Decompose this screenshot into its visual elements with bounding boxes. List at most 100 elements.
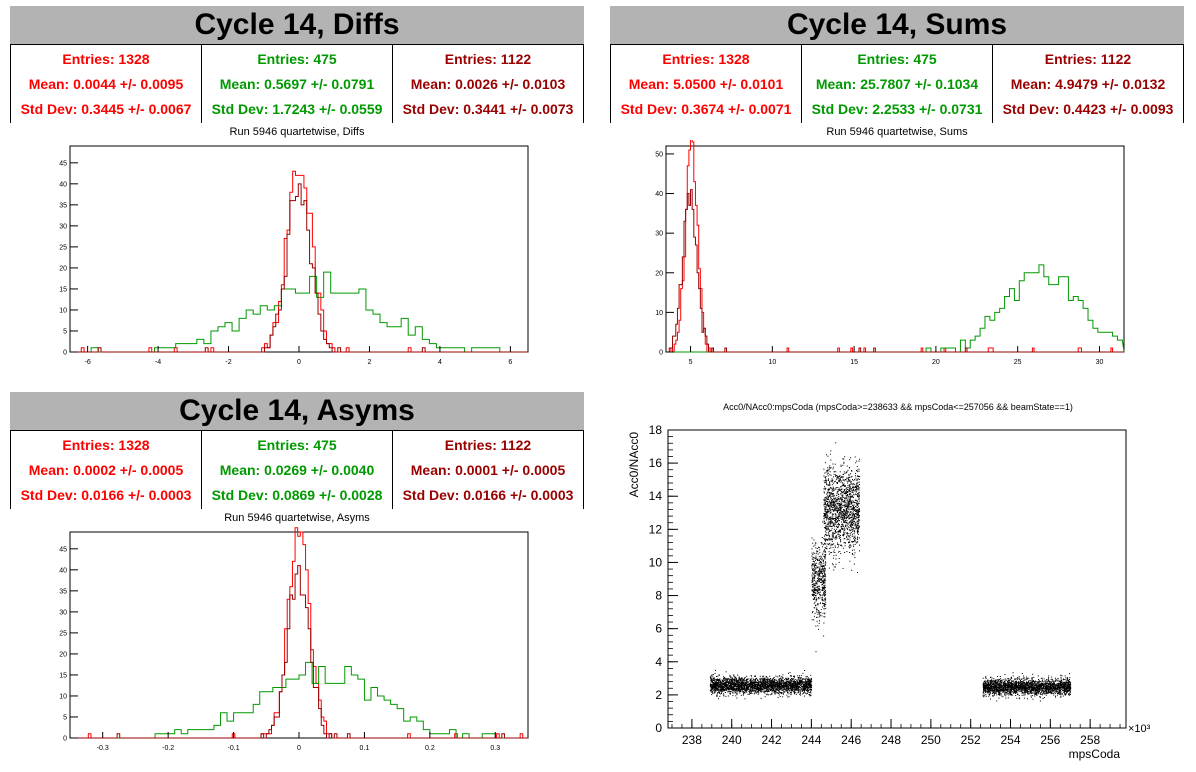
scatter-point [832,479,834,481]
scatter-point [842,485,844,487]
scatter-point [796,689,798,691]
scatter-point [842,477,844,479]
scatter-point [827,519,829,521]
scatter-point [856,466,858,468]
scatter-point [824,462,826,464]
scatter-point [824,508,826,510]
scatter-point [809,686,811,688]
scatter-point [854,456,856,458]
scatter-point [823,592,824,594]
scatter-point [813,539,815,541]
scatter-point [828,492,830,494]
scatter-point [857,524,859,526]
scatter-point [812,595,814,596]
scatter-point [742,683,744,684]
scatter-point [769,684,771,685]
scatter-point [770,680,772,682]
scatter-point [824,575,826,577]
scatter-point [1033,681,1035,682]
scatter-point [849,467,850,469]
scatter-point [811,558,813,560]
scatter-point [839,529,841,531]
scatter-point [728,690,730,692]
scatter-point [767,688,769,690]
scatter-point [833,524,835,526]
scatter-point [773,684,775,686]
scatter-point [821,565,823,567]
scatter-point [813,569,815,571]
scatter-point [1018,695,1020,696]
scatter-point [855,525,857,527]
scatter-point [745,687,747,689]
scatter-point [723,681,724,682]
scatter-point [838,551,839,553]
scatter-point [805,681,807,683]
scatter-point [820,578,822,580]
scatter-point [751,684,753,686]
scatter-point [816,583,818,585]
scatter-point [742,686,744,688]
sums-stats-red: Entries: 1328 Mean: 5.0500 +/- 0.0101 St… [610,45,801,123]
scatter-point [779,675,781,677]
scatter-point [810,691,812,693]
scatter-point [728,686,730,688]
scatter-point [822,554,824,556]
scatter-point [829,507,831,509]
scatter-point [734,687,736,689]
scatter-point [856,510,857,512]
scatter-point [719,690,721,692]
scatter-point [845,517,847,519]
scatter-point [767,685,769,687]
scatter-point [815,587,817,589]
scatter-point [1067,681,1068,683]
scatter-point [820,609,822,611]
scatter-point [854,510,855,512]
scatter-point [1006,692,1008,694]
scatter-point [821,587,823,589]
scatter-point [829,495,831,497]
scatter-point [842,516,844,518]
scatter-point [730,688,732,690]
scatter-point [810,690,812,692]
scatter-point [717,680,719,682]
scatter-point [753,682,755,684]
scatter-point [790,682,792,684]
scatter-point [854,521,856,522]
scatter-point [729,679,731,681]
scatter-point [810,685,812,687]
scatter-point [831,521,833,523]
scatter-point [785,688,787,690]
scatter-point [716,689,718,691]
scatter-point [832,535,834,537]
scatter-point [836,520,838,522]
scatter-point [838,509,840,511]
scatter-point [823,581,825,583]
scatter-point [751,677,753,679]
scatter-point [830,511,832,513]
scatter-point [849,487,851,488]
scatter-point [710,680,712,682]
scatter-point [757,679,758,681]
scatter-point [726,681,728,683]
stat-std: Std Dev: 2.2533 +/- 0.0731 [811,100,983,117]
scatter-point [712,682,714,684]
scatter-point [812,585,814,587]
scatter-point [816,609,818,611]
scatter-point [853,501,855,503]
diffs-subtitle: Run 5946 quartetwise, Diffs [229,126,365,138]
scatter-point [815,557,817,558]
scatter-point [783,680,784,682]
scatter-point [858,512,859,514]
scatter-point [839,499,841,500]
scatter-point [709,683,711,685]
scatter-point [838,530,840,532]
scatter-point [750,686,752,688]
scatter-point [835,532,837,534]
scatter-point [858,470,860,472]
scatter-point [836,497,838,499]
scatter-point [711,689,713,690]
scatter-point [754,681,756,683]
scatter-point [1033,683,1035,685]
scatter-point [811,584,813,586]
scatter-point [712,691,713,693]
